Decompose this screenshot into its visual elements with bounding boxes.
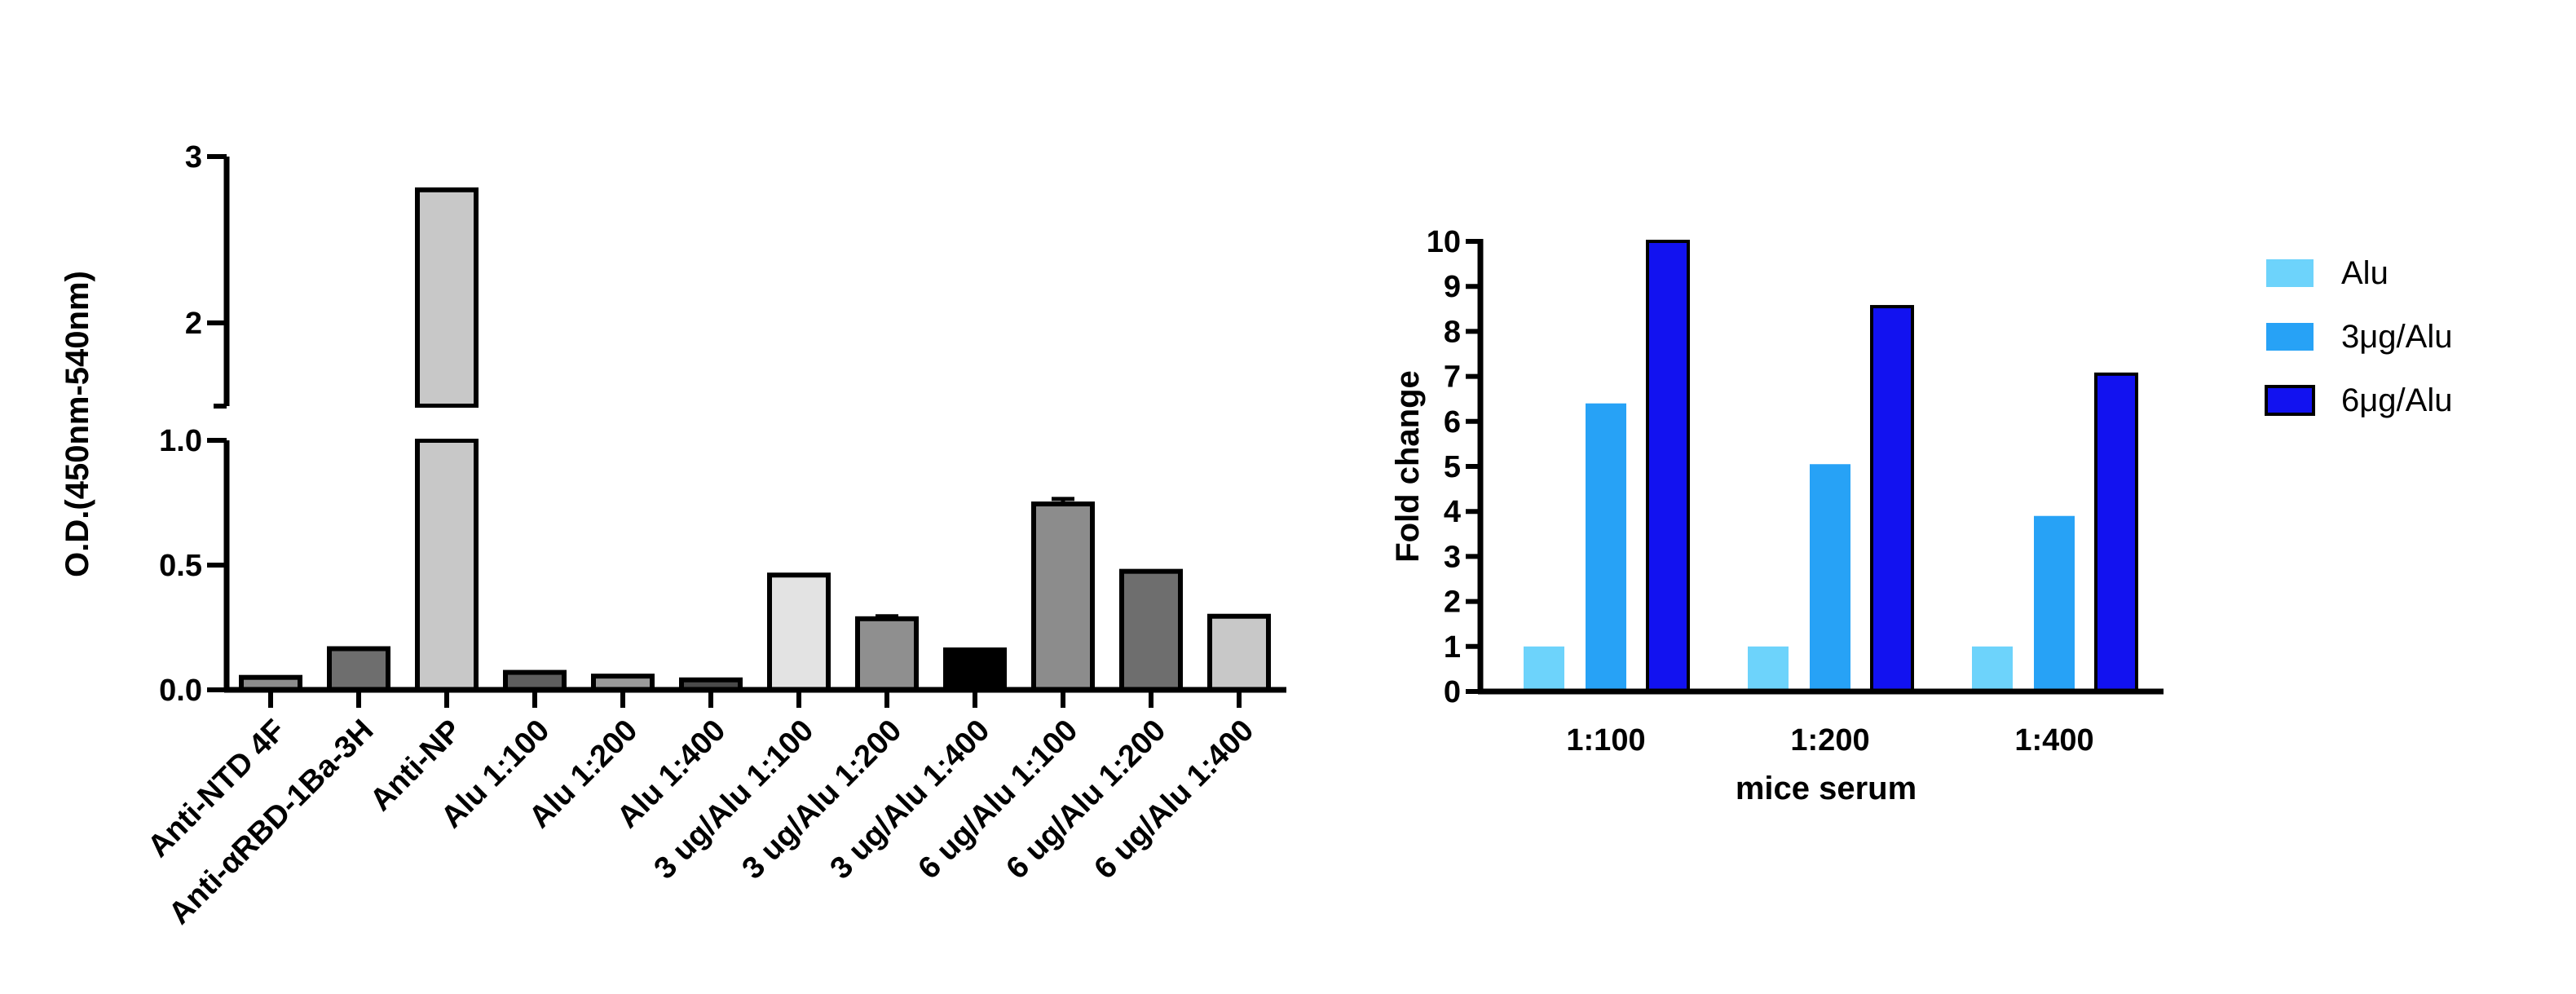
y-tick-label: 0.0 bbox=[159, 674, 202, 708]
x-tick-label: 6 ug/Alu 1:100 bbox=[911, 713, 1084, 886]
legend-label: 6μg/Alu bbox=[2341, 382, 2452, 418]
y-tick-label: 10 bbox=[1427, 225, 1461, 259]
y-tick-label: 4 bbox=[1444, 495, 1461, 529]
y-tick-label: 2 bbox=[1444, 585, 1461, 620]
y-axis-title: Fold change bbox=[1390, 370, 1426, 563]
y-tick-label: 1.0 bbox=[159, 424, 202, 458]
bar bbox=[1031, 501, 1095, 693]
y-tick-label: 2 bbox=[185, 307, 202, 341]
x-tick-label: 1:200 bbox=[1790, 723, 1869, 758]
x-tick-label: 6 ug/Alu 1:400 bbox=[1087, 713, 1260, 886]
bar bbox=[415, 438, 479, 692]
bar bbox=[1810, 464, 1850, 691]
y-tick-label: 8 bbox=[1444, 315, 1461, 349]
y-tick-label: 3 bbox=[1444, 540, 1461, 574]
y-tick-label: 5 bbox=[1444, 450, 1461, 484]
fold-change-bar-chart: 0 1 2 3 4 5 6 7 8 9 10 1:100 1:200 1:400 mice serum Fol… bbox=[1390, 225, 2452, 806]
y-axis-title: O.D.(450nm-540nm) bbox=[60, 271, 95, 577]
bar bbox=[1207, 613, 1271, 692]
x-tick-label: 1:400 bbox=[2014, 723, 2093, 758]
y-tick-label: 0 bbox=[1444, 675, 1461, 709]
y-tick-label: 6 bbox=[1444, 405, 1461, 440]
legend-swatch bbox=[2265, 385, 2315, 416]
bar bbox=[1524, 646, 1564, 691]
x-axis-title: mice serum bbox=[1736, 771, 1917, 806]
y-tick-label: 0.5 bbox=[159, 549, 202, 583]
bar bbox=[1646, 240, 1690, 693]
bar bbox=[1870, 305, 1914, 693]
bar bbox=[855, 616, 919, 692]
legend-label: 3μg/Alu bbox=[2341, 319, 2452, 355]
x-tick-label: 3 ug/Alu 1:200 bbox=[735, 713, 908, 886]
x-tick-label: 3 ug/Alu 1:100 bbox=[647, 713, 820, 886]
axis-break-gap bbox=[412, 408, 481, 439]
bar bbox=[1748, 646, 1789, 691]
x-tick-label: 6 ug/Alu 1:200 bbox=[999, 713, 1172, 886]
bar bbox=[1586, 403, 1626, 691]
y-tick-label: 7 bbox=[1444, 360, 1461, 395]
y-tick-label: 3 bbox=[185, 140, 202, 175]
bar bbox=[2094, 372, 2138, 693]
bar bbox=[1119, 568, 1183, 693]
bar bbox=[327, 646, 390, 693]
bar bbox=[943, 647, 1007, 692]
y-tick-label: 1 bbox=[1444, 630, 1461, 665]
legend-swatch bbox=[2266, 259, 2314, 287]
bar bbox=[1972, 646, 2013, 691]
legend-swatch bbox=[2266, 323, 2314, 351]
y-tick-label: 9 bbox=[1444, 270, 1461, 304]
x-tick-label: 3 ug/Alu 1:400 bbox=[823, 713, 996, 886]
bar-upper-segment bbox=[415, 187, 479, 409]
bar bbox=[767, 572, 831, 692]
bar bbox=[2034, 515, 2075, 691]
legend-label: Alu bbox=[2341, 255, 2389, 291]
x-tick-label: 1:100 bbox=[1566, 723, 1645, 758]
